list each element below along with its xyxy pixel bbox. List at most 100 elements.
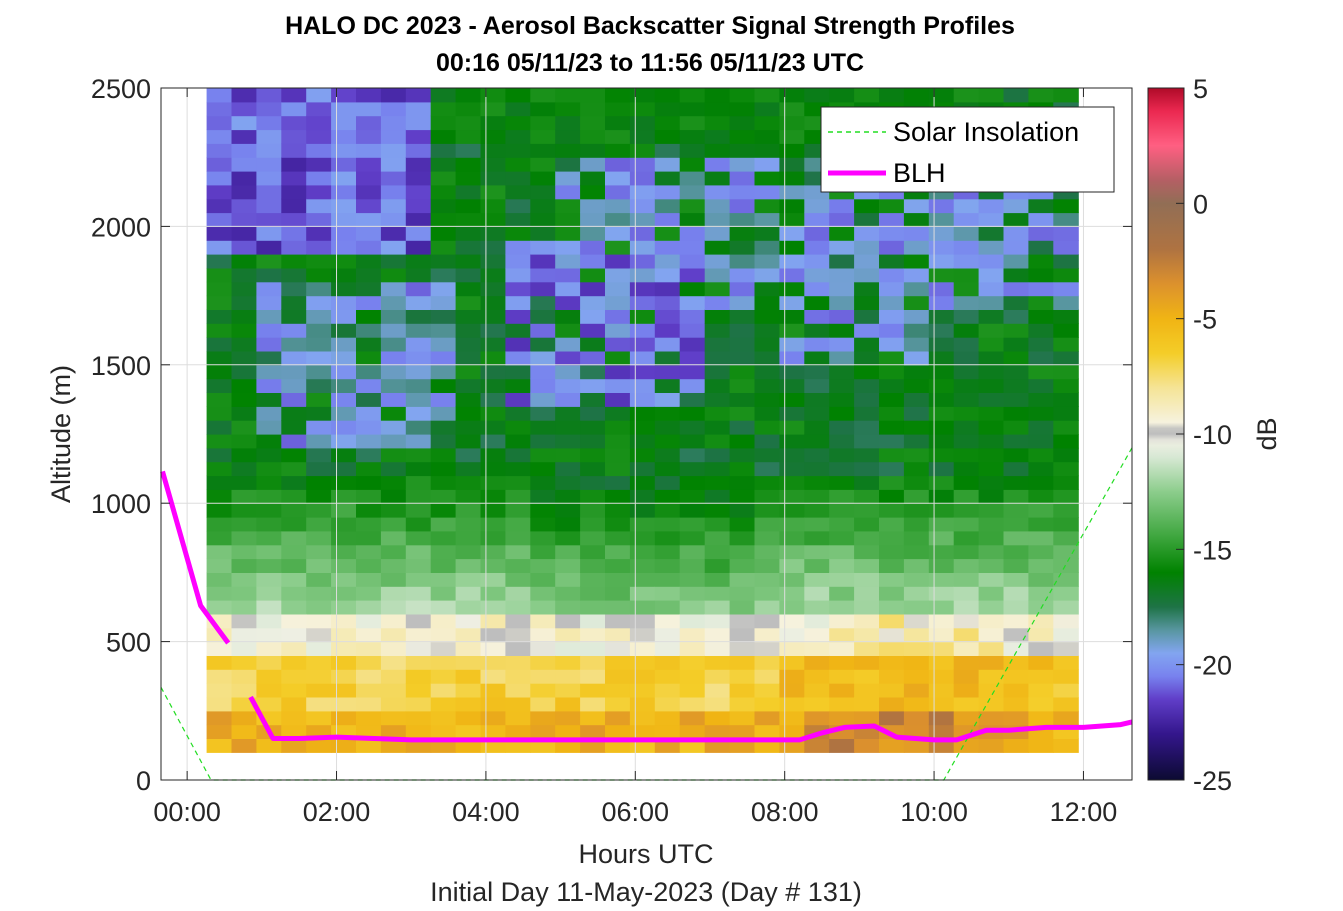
heatmap-cell [903, 406, 930, 421]
heatmap-cell [430, 254, 457, 269]
heatmap-cell [331, 683, 357, 698]
heatmap-cell [405, 337, 432, 352]
heatmap-cell [754, 281, 780, 297]
heatmap-cell [654, 724, 681, 739]
heatmap-cell [580, 392, 606, 407]
heatmap-cell [654, 212, 681, 227]
heatmap-cell [206, 101, 233, 117]
heatmap-cell [505, 309, 531, 324]
heatmap-cell [505, 157, 531, 172]
heatmap-cell [281, 503, 307, 518]
heatmap-cell [256, 157, 282, 172]
heatmap-cell [231, 558, 257, 573]
heatmap-cell [356, 447, 382, 463]
heatmap-cell [928, 558, 955, 573]
heatmap-cell [605, 558, 631, 573]
heatmap-cell [231, 378, 257, 393]
x-tick-label: 06:00 [602, 797, 670, 827]
heatmap-cell [505, 212, 531, 227]
heatmap-cell [978, 254, 1005, 269]
heatmap-cell [231, 517, 257, 532]
heatmap-cell [1028, 378, 1054, 393]
heatmap-cell [1053, 530, 1079, 546]
heatmap-cell [405, 184, 432, 200]
heatmap-cell [953, 378, 980, 393]
heatmap-cell [306, 240, 332, 255]
heatmap-cell [555, 489, 581, 504]
heatmap-cell [879, 738, 905, 753]
heatmap-cell [455, 627, 482, 643]
heatmap-cell [356, 697, 382, 712]
y-axis-label: Altitude (m) [46, 365, 76, 503]
heatmap-cell [879, 530, 905, 546]
heatmap-cell [231, 101, 257, 117]
heatmap-cell [405, 240, 432, 255]
heatmap-cell [953, 710, 980, 726]
heatmap-cell [754, 337, 780, 352]
heatmap-cell [530, 157, 556, 172]
heatmap-cell [256, 281, 282, 297]
y-tick-label: 2500 [91, 74, 151, 104]
heatmap-cell [829, 420, 855, 435]
heatmap-cell [1028, 420, 1054, 435]
heatmap-cell [480, 88, 506, 103]
heatmap-cell [928, 586, 955, 601]
heatmap-cell [1003, 254, 1029, 269]
heatmap-cell [281, 323, 307, 338]
heatmap-cell [256, 586, 282, 601]
heatmap-cell [530, 254, 556, 269]
heatmap-cell [231, 254, 257, 269]
heatmap-cell [505, 281, 531, 297]
heatmap-cell [405, 461, 432, 477]
heatmap-cell [779, 406, 805, 421]
heatmap-cell [306, 489, 332, 504]
heatmap-cell [281, 530, 307, 546]
heatmap-cell [430, 378, 457, 393]
heatmap-cell [679, 323, 706, 338]
heatmap-cell [605, 517, 631, 532]
heatmap-cell [555, 530, 581, 546]
heatmap-cell [729, 295, 756, 310]
heatmap-cell [331, 627, 357, 643]
heatmap-cell [654, 572, 681, 587]
heatmap-cell [206, 489, 233, 504]
heatmap-cell [430, 184, 457, 200]
heatmap-cell [754, 517, 780, 532]
heatmap-cell [679, 420, 706, 435]
heatmap-cell [530, 475, 556, 490]
heatmap-cell [530, 378, 556, 393]
heatmap-cell [580, 88, 606, 103]
heatmap-cell [430, 392, 457, 407]
heatmap-cell [1053, 88, 1079, 103]
heatmap-cell [729, 461, 756, 477]
heatmap-cell [1003, 600, 1029, 615]
heatmap-cell [580, 143, 606, 158]
heatmap-cell [505, 364, 531, 380]
heatmap-cell [206, 129, 233, 144]
heatmap-cell [356, 724, 382, 739]
heatmap-cell [754, 254, 780, 269]
heatmap-cell [530, 406, 556, 421]
heatmap-cell [1053, 337, 1079, 352]
heatmap-cell [231, 323, 257, 338]
heatmap-cell [1053, 295, 1079, 310]
heatmap-cell [953, 267, 980, 283]
heatmap-cell [380, 697, 407, 712]
heatmap-cell [380, 558, 407, 573]
heatmap-cell [405, 406, 432, 421]
heatmap-cell [879, 281, 905, 297]
heatmap-cell [256, 392, 282, 407]
heatmap-cell [356, 572, 382, 587]
heatmap-cell [953, 530, 980, 546]
heatmap-cell [679, 309, 706, 324]
heatmap-cell [978, 351, 1005, 366]
heatmap-cell [306, 420, 332, 435]
heatmap-cell [505, 710, 531, 726]
heatmap-cell [804, 447, 830, 463]
heatmap-cell [654, 323, 681, 338]
heatmap-cell [530, 309, 556, 324]
heatmap-cell [953, 420, 980, 435]
heatmap-cell [231, 88, 257, 103]
heatmap-cell [405, 226, 432, 241]
heatmap-cell [704, 392, 731, 407]
